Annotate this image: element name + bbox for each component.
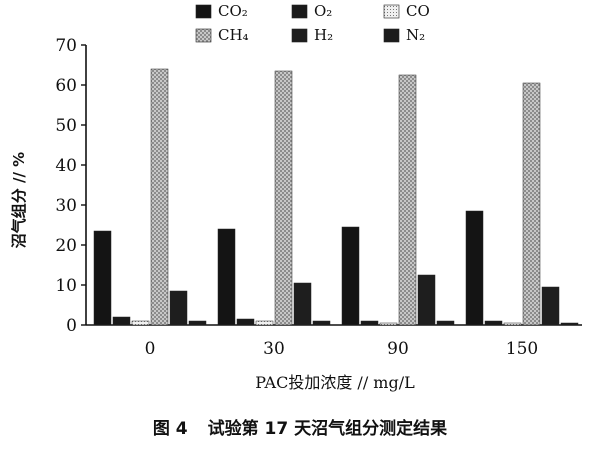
x-tick-label: 30 — [263, 339, 285, 359]
bar-h2-0 — [169, 290, 188, 326]
bar-group-90 — [341, 74, 455, 326]
bar-co2-0 — [93, 230, 112, 326]
x-tick-label: 150 — [506, 339, 538, 359]
bar-ch4-90 — [398, 74, 417, 326]
y-tick-label: 10 — [55, 276, 77, 296]
legend-item-co2: CO₂ — [195, 2, 248, 20]
y-tick-label: 70 — [55, 36, 77, 56]
figure-label: 图 4 — [152, 419, 188, 439]
bar-o2-90 — [360, 320, 379, 326]
bar-co2-150 — [465, 210, 484, 326]
bar-ch4-30 — [274, 70, 293, 326]
y-tick-label: 0 — [66, 316, 77, 336]
bar-n2-0 — [188, 320, 207, 326]
bar-co-30 — [255, 320, 274, 326]
legend-swatch — [383, 4, 400, 19]
y-axis-label: 沼气组分 // % — [10, 152, 28, 248]
legend-label: CH₄ — [218, 26, 249, 44]
legend-item-h2: H₂ — [291, 26, 333, 44]
axes: 0 10 20 30 40 50 60 70 0 30 90 150 — [55, 36, 582, 359]
bar-group-0 — [93, 68, 207, 326]
bar-o2-150 — [484, 320, 503, 326]
legend-label: O₂ — [314, 2, 332, 20]
figure-title: 试验第 17 天沼气组分测定结果 — [207, 419, 448, 439]
legend-label: CO — [406, 2, 430, 20]
bar-ch4-150 — [522, 82, 541, 326]
x-tick-label: 90 — [387, 339, 409, 359]
legend: CO₂ O₂ CO CH₄ H₂ N₂ — [195, 2, 430, 44]
bar-h2-90 — [417, 274, 436, 326]
y-tick-label: 60 — [55, 76, 77, 96]
legend-swatch — [291, 28, 308, 43]
legend-swatch — [291, 4, 308, 19]
bar-group-150 — [465, 82, 579, 326]
bar-n2-30 — [312, 320, 331, 326]
legend-label: N₂ — [406, 26, 425, 44]
y-tick-label: 40 — [55, 156, 77, 176]
bar-co-0 — [131, 320, 150, 326]
legend-swatch — [195, 4, 212, 19]
legend-label: CO₂ — [218, 2, 248, 20]
bar-co-150 — [503, 322, 522, 326]
bar-o2-30 — [236, 318, 255, 326]
bar-n2-90 — [436, 320, 455, 326]
x-tick-label: 0 — [145, 339, 156, 359]
y-tick-label: 20 — [55, 236, 77, 256]
bar-co2-30 — [217, 228, 236, 326]
y-tick-label: 30 — [55, 196, 77, 216]
y-tick-label: 50 — [55, 116, 77, 136]
legend-item-o2: O₂ — [291, 2, 332, 20]
bar-co-90 — [379, 322, 398, 326]
legend-item-ch4: CH₄ — [195, 26, 249, 44]
bar-o2-0 — [112, 316, 131, 326]
legend-item-n2: N₂ — [383, 26, 425, 44]
bar-group-30 — [217, 70, 331, 326]
bar-h2-30 — [293, 282, 312, 326]
bars — [93, 68, 579, 326]
legend-swatch — [195, 28, 212, 43]
bar-h2-150 — [541, 286, 560, 326]
legend-item-co: CO — [383, 2, 430, 20]
x-axis-label: PAC投加浓度 // mg/L — [255, 373, 415, 392]
bar-co2-90 — [341, 226, 360, 326]
figure-caption: 图 4 试验第 17 天沼气组分测定结果 — [0, 414, 600, 439]
bar-chart: CO₂ O₂ CO CH₄ H₂ N₂ 0 10 20 30 40 50 60 70 0 30 90 150 沼… — [10, 2, 582, 392]
legend-swatch — [383, 28, 400, 43]
bar-n2-150 — [560, 322, 579, 326]
bar-ch4-0 — [150, 68, 169, 326]
legend-label: H₂ — [314, 26, 333, 44]
